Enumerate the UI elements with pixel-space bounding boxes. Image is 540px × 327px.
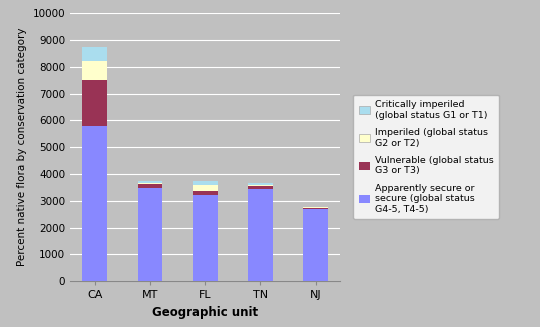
Bar [83,46,107,61]
Legend: Critically imperiled
(global status G1 or T1), Imperiled (global status
G2 or T2: Critically imperiled (global status G1 o… [353,95,499,219]
Bar [193,181,218,185]
Bar [193,191,218,196]
Y-axis label: Percent native flora by conservation category: Percent native flora by conservation cat… [17,28,27,267]
Bar [303,208,328,209]
Bar [138,188,163,281]
Bar [193,196,218,281]
Bar [248,189,273,281]
Bar [138,182,163,184]
Bar [248,186,273,189]
Bar [193,185,218,191]
Bar [83,61,107,80]
X-axis label: Geographic unit: Geographic unit [152,306,258,319]
Bar [138,181,163,182]
Bar [83,80,107,126]
Bar [83,126,107,281]
Bar [248,185,273,186]
Bar [248,183,273,185]
Bar [303,209,328,281]
Bar [138,184,163,188]
